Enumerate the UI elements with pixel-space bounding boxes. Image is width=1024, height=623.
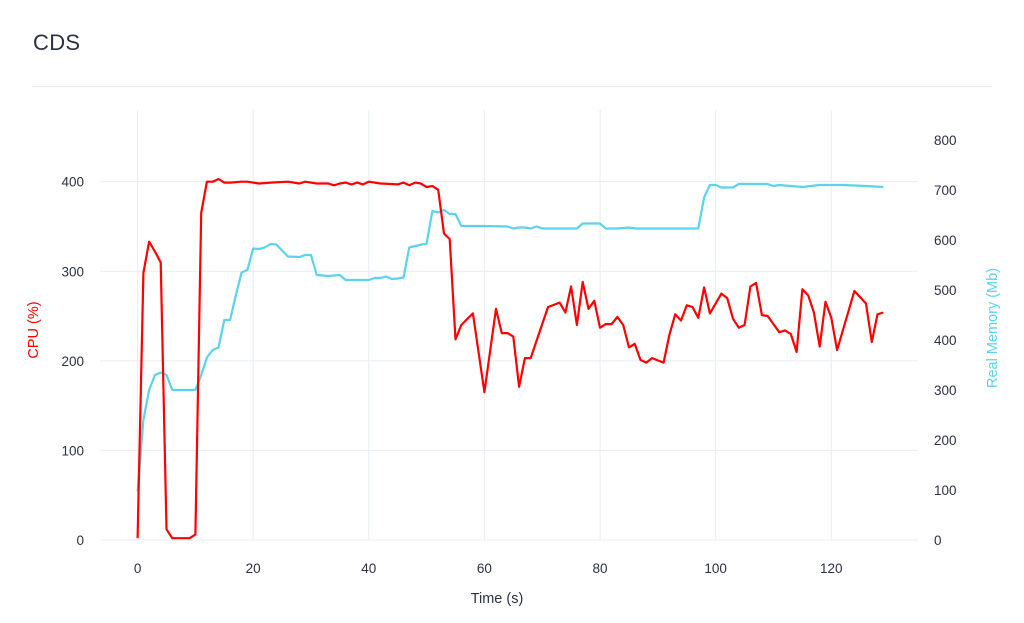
y-tick-labels: 0 100 200 300 400 bbox=[61, 175, 84, 548]
y-tick-label: 100 bbox=[61, 443, 84, 458]
y2-tick-label: 600 bbox=[934, 233, 957, 248]
x-tick-label: 40 bbox=[361, 561, 376, 576]
y-tick-label: 300 bbox=[61, 264, 84, 279]
y-tick-label: 200 bbox=[61, 354, 84, 369]
cpu-series-line[interactable] bbox=[136, 177, 884, 540]
y-axis-title: CPU (%) bbox=[26, 301, 42, 358]
y2-tick-label: 100 bbox=[934, 483, 957, 498]
y2-tick-label: 500 bbox=[934, 283, 957, 298]
y-tick-label: 0 bbox=[76, 533, 84, 548]
title-divider bbox=[33, 86, 991, 87]
y-tick-label: 400 bbox=[61, 175, 84, 190]
y2-tick-labels: 0 100 200 300 400 500 600 700 800 bbox=[934, 133, 957, 548]
series-layer bbox=[136, 177, 884, 540]
x-tick-label: 60 bbox=[477, 561, 492, 576]
x-tick-label: 100 bbox=[704, 561, 727, 576]
x-tick-labels: 0 20 40 60 80 100 120 bbox=[134, 561, 843, 576]
x-tick-label: 20 bbox=[246, 561, 261, 576]
memory-series-line[interactable] bbox=[136, 182, 884, 492]
x-tick-label: 80 bbox=[593, 561, 608, 576]
y2-axis-title: Real Memory (Mb) bbox=[985, 268, 1001, 388]
x-axis-title: Time (s) bbox=[471, 591, 524, 607]
x-tick-label: 0 bbox=[134, 561, 142, 576]
x-tick-label: 120 bbox=[820, 561, 843, 576]
y2-tick-label: 800 bbox=[934, 133, 957, 148]
y2-tick-label: 0 bbox=[934, 533, 942, 548]
y2-tick-label: 400 bbox=[934, 333, 957, 348]
y2-tick-label: 200 bbox=[934, 433, 957, 448]
y2-tick-label: 300 bbox=[934, 383, 957, 398]
chart-title: CDS bbox=[33, 30, 81, 55]
y2-tick-label: 700 bbox=[934, 183, 957, 198]
